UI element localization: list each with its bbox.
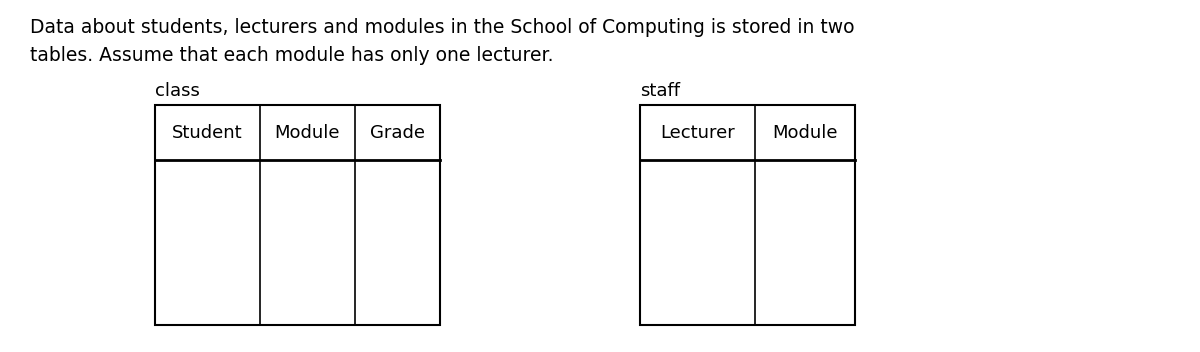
- Bar: [640, 105, 854, 325]
- Text: Module: Module: [275, 124, 341, 142]
- Bar: [155, 105, 440, 325]
- Text: staff: staff: [640, 82, 680, 100]
- Text: Module: Module: [773, 124, 838, 142]
- Text: Grade: Grade: [370, 124, 425, 142]
- Text: Data about students, lecturers and modules in the School of Computing is stored : Data about students, lecturers and modul…: [30, 18, 854, 37]
- Text: tables. Assume that each module has only one lecturer.: tables. Assume that each module has only…: [30, 46, 553, 65]
- Text: Student: Student: [172, 124, 242, 142]
- Text: Lecturer: Lecturer: [660, 124, 734, 142]
- Text: class: class: [155, 82, 200, 100]
